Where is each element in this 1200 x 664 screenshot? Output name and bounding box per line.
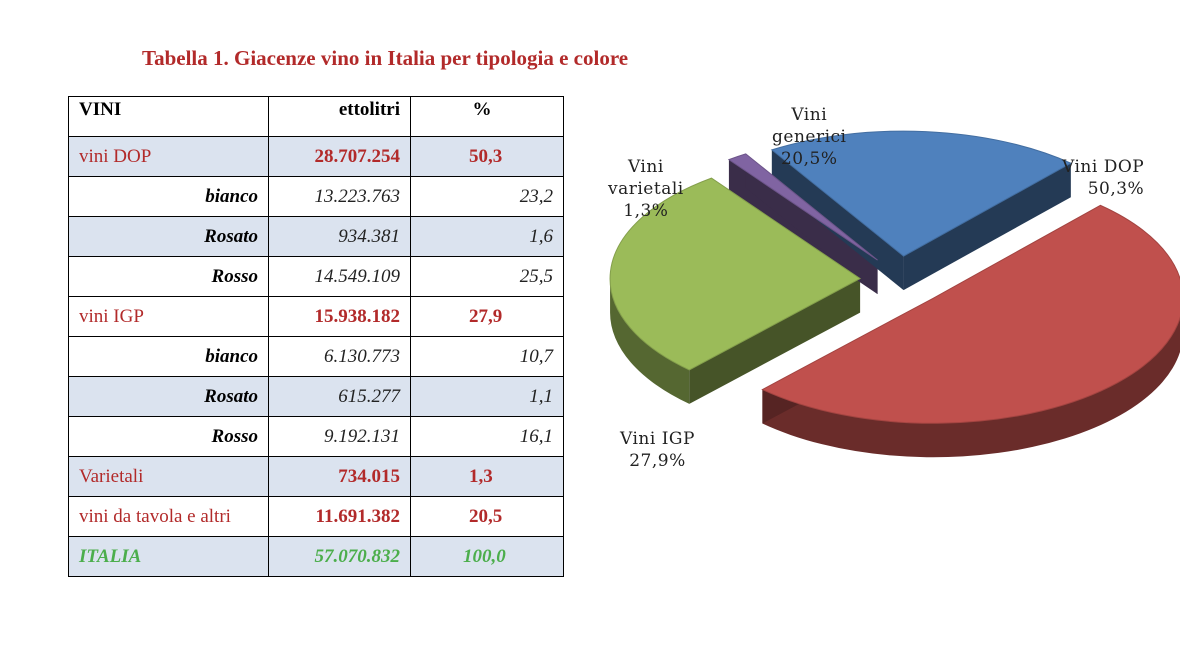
pie-slice-igp-wall-0 bbox=[689, 278, 861, 404]
label-vini-generici: Vini generici 20,5% bbox=[772, 104, 846, 170]
header-vini: VINI bbox=[68, 96, 269, 137]
table-row: bianco 13.223.763 23,2 bbox=[68, 176, 564, 217]
row-label: vini DOP bbox=[68, 136, 269, 177]
row-label: bianco bbox=[68, 176, 269, 217]
table-row: Rosato 615.277 1,1 bbox=[68, 376, 564, 417]
row-percent: 20,5 bbox=[410, 496, 564, 537]
row-percent: 25,5 bbox=[410, 256, 564, 297]
row-percent: 23,2 bbox=[410, 176, 564, 217]
label-vini-igp-name: Vini IGP bbox=[620, 429, 695, 449]
row-percent: 1,6 bbox=[410, 216, 564, 257]
pie-slice-varietali-top bbox=[727, 153, 878, 261]
row-ettolitri: 57.070.832 bbox=[268, 536, 411, 577]
pie-slice-generici-top bbox=[770, 130, 1072, 257]
pie-slice-generici-wall-1 bbox=[903, 163, 1071, 291]
table-row: Varietali 734.015 1,3 bbox=[68, 456, 564, 497]
row-label: Varietali bbox=[68, 456, 269, 497]
row-label: vini IGP bbox=[68, 296, 269, 337]
row-ettolitri: 9.192.131 bbox=[268, 416, 411, 457]
row-ettolitri: 28.707.254 bbox=[268, 136, 411, 177]
table-row: vini IGP 15.938.182 27,9 bbox=[68, 296, 564, 337]
label-vini-varietali-l2: varietali bbox=[608, 179, 684, 199]
table-title: Tabella 1. Giacenze vino in Italia per t… bbox=[142, 46, 629, 70]
row-percent: 50,3 bbox=[410, 136, 564, 177]
table-row: Rosato 934.381 1,6 bbox=[68, 216, 564, 257]
row-percent: 1,1 bbox=[410, 376, 564, 417]
label-vini-varietali-l1: Vini bbox=[627, 157, 664, 177]
row-ettolitri: 6.130.773 bbox=[268, 336, 411, 377]
label-vini-igp: Vini IGP 27,9% bbox=[620, 428, 695, 472]
label-vini-dop-name: Vini DOP bbox=[1062, 157, 1145, 177]
table-header-row: VINI ettolitri % bbox=[68, 96, 564, 137]
pie-slice-dop-top bbox=[761, 204, 1180, 424]
stock-table: VINI ettolitri % vini DOP 28.707.254 50,3 b… bbox=[68, 96, 564, 577]
label-vini-generici-l1: Vini bbox=[791, 105, 828, 125]
label-vini-dop: Vini DOP 50,3% bbox=[1062, 156, 1144, 200]
table-row: vini da tavola e altri 11.691.382 20,5 bbox=[68, 496, 564, 537]
row-label: vini da tavola e altri bbox=[68, 496, 269, 537]
row-ettolitri: 13.223.763 bbox=[268, 176, 411, 217]
label-vini-varietali-pct: 1,3% bbox=[623, 201, 669, 221]
row-label: Rosato bbox=[68, 376, 269, 417]
row-percent: 27,9 bbox=[410, 296, 564, 337]
label-vini-generici-l2: generici bbox=[772, 127, 847, 147]
header-percent: % bbox=[410, 96, 564, 137]
pie-chart bbox=[609, 130, 1180, 458]
table-row: Rosso 9.192.131 16,1 bbox=[68, 416, 564, 457]
row-label: ITALIA bbox=[68, 536, 269, 577]
label-vini-dop-pct: 50,3% bbox=[1087, 179, 1145, 199]
row-ettolitri: 15.938.182 bbox=[268, 296, 411, 337]
pie-slice-igp-top bbox=[609, 177, 862, 371]
row-percent: 16,1 bbox=[410, 416, 564, 457]
row-label: bianco bbox=[68, 336, 269, 377]
row-ettolitri: 11.691.382 bbox=[268, 496, 411, 537]
label-vini-varietali: Vini varietali 1,3% bbox=[608, 156, 684, 222]
pie-slice-dop-side bbox=[762, 317, 1180, 458]
row-percent: 1,3 bbox=[410, 456, 564, 497]
table-row: vini DOP 28.707.254 50,3 bbox=[68, 136, 564, 177]
row-label: Rosso bbox=[68, 256, 269, 297]
row-ettolitri: 14.549.109 bbox=[268, 256, 411, 297]
table-row: ITALIA 57.070.832 100,0 bbox=[68, 536, 564, 577]
table-row: Rosso 14.549.109 25,5 bbox=[68, 256, 564, 297]
row-ettolitri: 934.381 bbox=[268, 216, 411, 257]
pie-slice-igp-side bbox=[610, 278, 690, 404]
table-row: bianco 6.130.773 10,7 bbox=[68, 336, 564, 377]
row-ettolitri: 734.015 bbox=[268, 456, 411, 497]
row-ettolitri: 615.277 bbox=[268, 376, 411, 417]
row-percent: 10,7 bbox=[410, 336, 564, 377]
row-percent: 100,0 bbox=[410, 536, 564, 577]
header-ettolitri: ettolitri bbox=[268, 96, 411, 137]
row-label: Rosato bbox=[68, 216, 269, 257]
row-label: Rosso bbox=[68, 416, 269, 457]
label-vini-igp-pct: 27,9% bbox=[629, 451, 686, 471]
label-vini-generici-pct: 20,5% bbox=[780, 149, 838, 169]
